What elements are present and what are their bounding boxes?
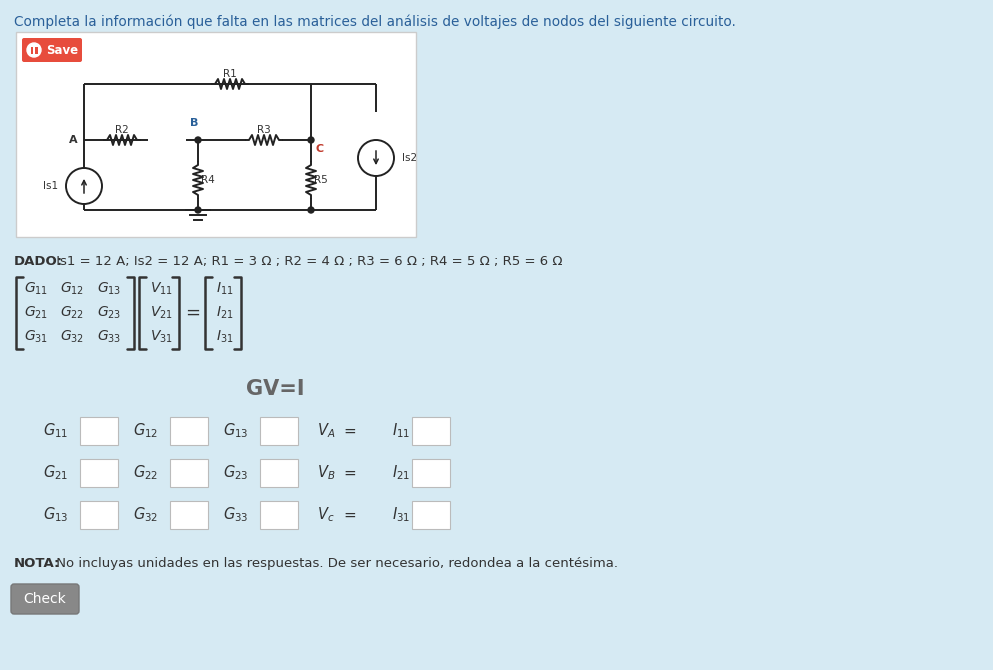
Text: $\mathit{I_{11}}$: $\mathit{I_{11}}$: [216, 281, 233, 297]
Text: Check: Check: [24, 592, 67, 606]
FancyBboxPatch shape: [22, 38, 82, 62]
Bar: [80, 417, 118, 445]
Text: $\mathit{I_{31}}$: $\mathit{I_{31}}$: [216, 329, 233, 345]
Text: NOTA:: NOTA:: [14, 557, 61, 570]
Bar: [170, 459, 208, 487]
Bar: [260, 501, 298, 529]
Circle shape: [27, 43, 41, 57]
Bar: [260, 459, 298, 487]
Bar: [260, 417, 298, 445]
Text: Is1 = 12 A; Is2 = 12 A; R1 = 3 Ω ; R2 = 4 Ω ; R3 = 6 Ω ; R4 = 5 Ω ; R5 = 6 Ω: Is1 = 12 A; Is2 = 12 A; R1 = 3 Ω ; R2 = …: [52, 255, 562, 268]
Text: A: A: [70, 135, 78, 145]
Bar: [412, 417, 450, 445]
Text: $\mathit{V_{21}}$: $\mathit{V_{21}}$: [150, 305, 173, 321]
Bar: [16, 32, 416, 237]
Text: R1: R1: [223, 69, 237, 79]
Text: Is2: Is2: [402, 153, 417, 163]
FancyBboxPatch shape: [11, 584, 79, 614]
Text: C: C: [315, 144, 323, 154]
Text: $G_{13}$: $G_{13}$: [222, 421, 248, 440]
Text: $\mathit{G_{12}}$: $\mathit{G_{12}}$: [60, 281, 84, 297]
Text: $G_{22}$: $G_{22}$: [133, 464, 158, 482]
Circle shape: [308, 207, 314, 213]
Text: $\mathit{G_{32}}$: $\mathit{G_{32}}$: [60, 329, 84, 345]
Text: $V_c$: $V_c$: [318, 506, 335, 525]
Text: $\mathit{G_{23}}$: $\mathit{G_{23}}$: [97, 305, 121, 321]
Bar: [412, 459, 450, 487]
Text: $G_{21}$: $G_{21}$: [43, 464, 68, 482]
Bar: [170, 501, 208, 529]
Text: Save: Save: [46, 44, 78, 56]
Text: No incluyas unidades en las respuestas. De ser necesario, redondea a la centésim: No incluyas unidades en las respuestas. …: [52, 557, 618, 570]
Text: $I_{31}$: $I_{31}$: [391, 506, 410, 525]
Bar: [31, 46, 33, 54]
Text: $\mathit{V_{11}}$: $\mathit{V_{11}}$: [150, 281, 173, 297]
Text: =: =: [343, 423, 355, 438]
Text: =: =: [343, 466, 355, 480]
Text: $G_{13}$: $G_{13}$: [43, 506, 68, 525]
Text: =: =: [186, 304, 201, 322]
Text: R5: R5: [314, 175, 328, 185]
Text: $\mathit{G_{13}}$: $\mathit{G_{13}}$: [97, 281, 121, 297]
Text: $V_A$: $V_A$: [317, 421, 335, 440]
Text: $I_{21}$: $I_{21}$: [391, 464, 410, 482]
Bar: [170, 417, 208, 445]
Circle shape: [195, 137, 201, 143]
Circle shape: [66, 168, 102, 204]
Text: DADO:: DADO:: [14, 255, 64, 268]
Text: $\mathit{G_{33}}$: $\mathit{G_{33}}$: [97, 329, 121, 345]
Text: GV=I: GV=I: [245, 379, 304, 399]
Text: $\mathit{V_{31}}$: $\mathit{V_{31}}$: [150, 329, 173, 345]
Text: $G_{23}$: $G_{23}$: [222, 464, 248, 482]
Circle shape: [358, 140, 394, 176]
Circle shape: [195, 207, 201, 213]
Bar: [80, 501, 118, 529]
Bar: [35, 46, 38, 54]
Text: $I_{11}$: $I_{11}$: [391, 421, 410, 440]
Text: $G_{12}$: $G_{12}$: [133, 421, 158, 440]
Text: R4: R4: [202, 175, 214, 185]
Text: $\mathit{I_{21}}$: $\mathit{I_{21}}$: [216, 305, 233, 321]
Text: $V_B$: $V_B$: [317, 464, 335, 482]
Text: Completa la información que falta en las matrices del análisis de voltajes de no: Completa la información que falta en las…: [14, 14, 736, 29]
Bar: [80, 459, 118, 487]
Circle shape: [308, 137, 314, 143]
Text: $G_{32}$: $G_{32}$: [133, 506, 158, 525]
Text: $\mathit{G_{11}}$: $\mathit{G_{11}}$: [24, 281, 48, 297]
Text: R3: R3: [257, 125, 271, 135]
Text: Is1: Is1: [43, 181, 58, 191]
Text: $G_{11}$: $G_{11}$: [43, 421, 68, 440]
Text: $\mathit{G_{31}}$: $\mathit{G_{31}}$: [24, 329, 48, 345]
Text: $\mathit{G_{21}}$: $\mathit{G_{21}}$: [24, 305, 48, 321]
Bar: [412, 501, 450, 529]
Text: $\mathit{G_{22}}$: $\mathit{G_{22}}$: [60, 305, 84, 321]
Text: R2: R2: [115, 125, 129, 135]
Text: =: =: [343, 507, 355, 523]
Text: B: B: [190, 118, 199, 128]
Text: $G_{33}$: $G_{33}$: [222, 506, 248, 525]
